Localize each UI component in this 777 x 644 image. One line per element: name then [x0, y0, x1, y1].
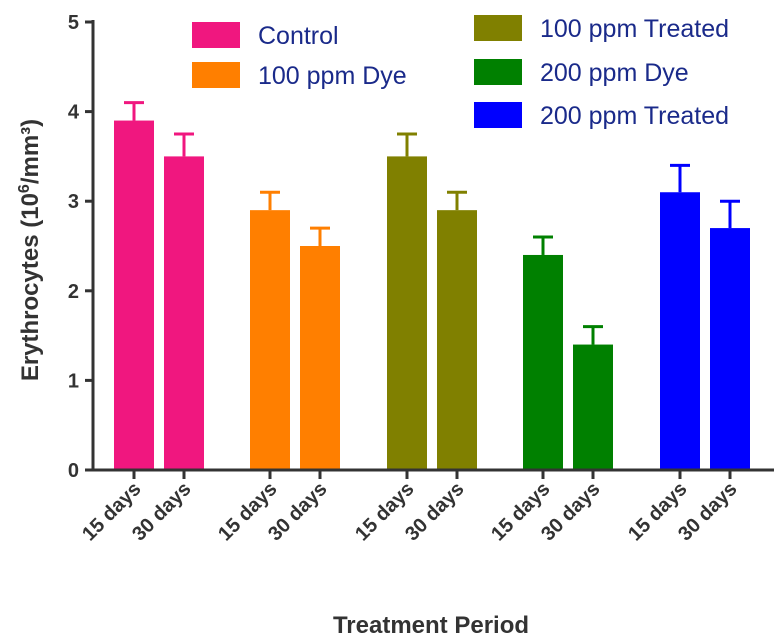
legend-label-100-ppm-treated: 100 ppm Treated [540, 15, 729, 43]
y-tick-label-2: 2 [68, 281, 79, 303]
legend-swatch-100-ppm-dye [192, 62, 240, 88]
y-axis-title: Erythrocytes (106/mm³) [16, 119, 44, 381]
legend-label-100-ppm-dye: 100 ppm Dye [258, 62, 407, 90]
bar-control-30-days [164, 156, 204, 470]
legend-label-200-ppm-treated: 200 ppm Treated [540, 102, 729, 130]
legend-swatch-200-ppm-treated [474, 102, 522, 128]
y-tick-label-1: 1 [68, 370, 79, 392]
bar-200-ppm-treated-15-days [660, 192, 700, 471]
legend-swatch-control [192, 22, 240, 48]
legend-swatch-200-ppm-dye [474, 59, 522, 85]
y-tick-label-3: 3 [68, 191, 79, 213]
legend-swatch-100-ppm-treated [474, 15, 522, 41]
bar-100-ppm-dye-30-days [300, 246, 340, 470]
bars-layer [114, 101, 750, 471]
bar-200-ppm-treated-30-days [710, 228, 750, 470]
x-axis-title: Treatment Period [333, 612, 529, 639]
y-tick-label-4: 4 [68, 102, 80, 124]
bar-200-ppm-dye-30-days [573, 344, 613, 470]
y-tick-label-0: 0 [68, 460, 79, 482]
bar-100-ppm-dye-15-days [250, 210, 290, 470]
bar-100-ppm-treated-30-days [437, 210, 477, 470]
legend-label-200-ppm-dye: 200 ppm Dye [540, 59, 689, 87]
legend-label-control: Control [258, 22, 339, 50]
legend: Control 100 ppm Dye 100 ppm Treated 200 ppm… [192, 15, 729, 130]
bar-100-ppm-treated-15-days [387, 156, 427, 470]
bar-control-15-days [114, 120, 154, 470]
bar-200-ppm-dye-15-days [523, 254, 563, 470]
y-tick-label-5: 5 [68, 12, 79, 34]
